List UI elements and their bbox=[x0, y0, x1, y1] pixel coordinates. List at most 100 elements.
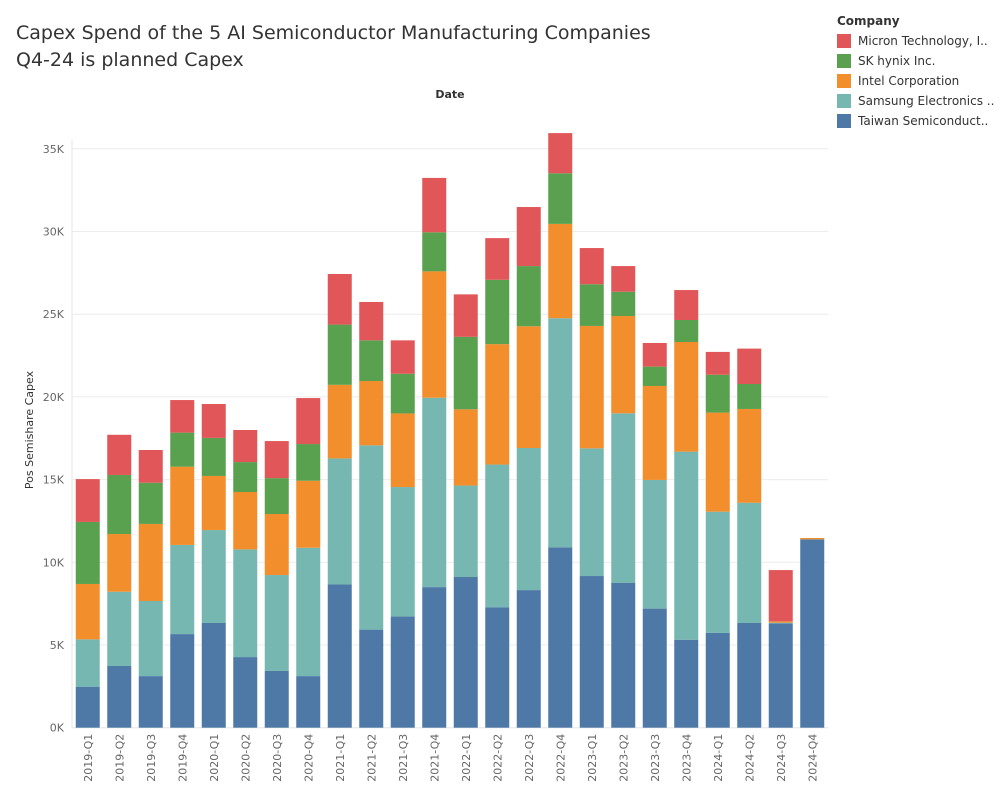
bar-segment-2020-Q3 bbox=[264, 441, 289, 479]
y-tick-label: 20K bbox=[43, 391, 65, 404]
bar-segment-2024-Q2 bbox=[737, 408, 762, 503]
bar-segment-2021-Q4 bbox=[422, 177, 447, 233]
x-axis-title: Date bbox=[435, 88, 464, 101]
x-tick-label: 2020-Q1 bbox=[208, 734, 221, 782]
legend-swatch bbox=[837, 34, 851, 48]
bar-segment-2022-Q3 bbox=[516, 266, 541, 327]
bar-segment-2020-Q2 bbox=[233, 429, 258, 463]
x-tick-label: 2020-Q2 bbox=[239, 734, 252, 782]
bar-segment-2021-Q2 bbox=[359, 301, 384, 341]
bar-segment-2021-Q2 bbox=[359, 445, 384, 630]
bar-segment-2023-Q3 bbox=[642, 342, 667, 367]
x-tick-label: 2023-Q2 bbox=[617, 734, 630, 782]
bar-segment-2020-Q3 bbox=[264, 514, 289, 576]
bar-segment-2021-Q3 bbox=[390, 340, 415, 374]
legend-label: SK hynix Inc. bbox=[858, 54, 936, 68]
bar-segment-2023-Q2 bbox=[611, 316, 636, 414]
bar-segment-2021-Q1 bbox=[327, 384, 352, 459]
y-tick-label: 5K bbox=[50, 639, 65, 652]
bar-segment-2022-Q1 bbox=[453, 336, 478, 410]
bar-segment-2023-Q4 bbox=[674, 639, 699, 728]
bar-segment-2019-Q2 bbox=[107, 474, 132, 535]
x-tick-label: 2024-Q2 bbox=[743, 734, 756, 782]
bar-segment-2024-Q1 bbox=[705, 511, 730, 633]
legend-title: Company bbox=[837, 14, 900, 28]
bar-segment-2024-Q1 bbox=[705, 632, 730, 728]
bar-segment-2020-Q4 bbox=[296, 547, 321, 677]
bar-segment-2020-Q4 bbox=[296, 444, 321, 481]
y-tick-label: 15K bbox=[43, 474, 65, 487]
bar-segment-2024-Q3 bbox=[768, 623, 793, 728]
bar-segment-2019-Q1 bbox=[75, 583, 100, 640]
bar-segment-2019-Q3 bbox=[138, 523, 163, 602]
bar-segment-2019-Q3 bbox=[138, 601, 163, 677]
legend-swatch bbox=[837, 114, 851, 128]
legend-label: Taiwan Semiconduct.. bbox=[858, 114, 989, 128]
bar-segment-2021-Q3 bbox=[390, 373, 415, 414]
bar-segment-2024-Q1 bbox=[705, 412, 730, 512]
legend-label: Micron Technology, I.. bbox=[858, 34, 988, 48]
bar-segment-2021-Q2 bbox=[359, 381, 384, 446]
bar-segment-2019-Q4 bbox=[170, 400, 195, 433]
bar-segment-2023-Q1 bbox=[579, 576, 604, 728]
legend-item[interactable]: SK hynix Inc. bbox=[837, 51, 994, 71]
x-tick-label: 2019-Q2 bbox=[113, 734, 126, 782]
bar-segment-2022-Q2 bbox=[485, 279, 510, 345]
legend-swatch bbox=[837, 94, 851, 108]
bar-segment-2020-Q1 bbox=[201, 530, 226, 624]
legend-swatch bbox=[837, 74, 851, 88]
bar-segment-2019-Q1 bbox=[75, 479, 100, 522]
bar-segment-2020-Q3 bbox=[264, 670, 289, 728]
chart-title-line-1: Capex Spend of the 5 AI Semiconductor Ma… bbox=[16, 22, 651, 44]
legend-item[interactable]: Intel Corporation bbox=[837, 71, 994, 91]
bar-segment-2022-Q1 bbox=[453, 577, 478, 728]
bar-segment-2023-Q2 bbox=[611, 582, 636, 728]
bar-segment-2021-Q1 bbox=[327, 458, 352, 585]
bar-segment-2023-Q3 bbox=[642, 366, 667, 386]
bar-segment-2023-Q2 bbox=[611, 413, 636, 583]
bar-segment-2021-Q3 bbox=[390, 413, 415, 488]
bar-segment-2020-Q2 bbox=[233, 492, 258, 550]
bar-segment-2020-Q2 bbox=[233, 657, 258, 728]
bar-segment-2023-Q1 bbox=[579, 325, 604, 449]
bar-segment-2024-Q2 bbox=[737, 383, 762, 409]
x-tick-label: 2020-Q3 bbox=[271, 734, 284, 782]
legend-item[interactable]: Samsung Electronics .. bbox=[837, 91, 994, 111]
bar-segment-2021-Q2 bbox=[359, 340, 384, 382]
bar-segment-2021-Q4 bbox=[422, 397, 447, 588]
legend: Company Micron Technology, I.. SK hynix I… bbox=[837, 14, 994, 131]
bar-segment-2023-Q3 bbox=[642, 385, 667, 480]
bar-segment-2022-Q3 bbox=[516, 207, 541, 267]
bar-segment-2020-Q4 bbox=[296, 398, 321, 445]
bar-segment-2019-Q2 bbox=[107, 591, 132, 667]
bar-segment-2020-Q4 bbox=[296, 676, 321, 728]
bar-segment-2022-Q1 bbox=[453, 485, 478, 578]
bar-segment-2019-Q2 bbox=[107, 534, 132, 592]
bar-segment-2022-Q4 bbox=[548, 133, 573, 174]
bar-segment-2023-Q3 bbox=[642, 479, 667, 609]
bar-segment-2021-Q2 bbox=[359, 629, 384, 728]
x-tick-label: 2021-Q2 bbox=[365, 734, 378, 782]
bar-segment-2024-Q2 bbox=[737, 623, 762, 728]
x-tick-label: 2022-Q2 bbox=[491, 734, 504, 782]
bar-segment-2019-Q2 bbox=[107, 666, 132, 728]
bar-segment-2023-Q1 bbox=[579, 248, 604, 285]
x-tick-label: 2022-Q1 bbox=[460, 734, 473, 782]
y-tick-label: 10K bbox=[43, 556, 65, 569]
bar-segment-2020-Q2 bbox=[233, 549, 258, 658]
bar-segment-2024-Q3 bbox=[768, 622, 793, 624]
legend-swatch bbox=[837, 54, 851, 68]
x-tick-label: 2023-Q1 bbox=[586, 734, 599, 782]
bar-segment-2021-Q1 bbox=[327, 584, 352, 728]
bar-segment-2021-Q4 bbox=[422, 587, 447, 728]
x-tick-label: 2019-Q3 bbox=[145, 734, 158, 782]
bar-segment-2019-Q3 bbox=[138, 676, 163, 728]
bar-segment-2020-Q1 bbox=[201, 623, 226, 728]
bar-segment-2023-Q4 bbox=[674, 341, 699, 452]
bar-segment-2020-Q1 bbox=[201, 437, 226, 476]
y-axis-title: Pos Semishare Capex bbox=[23, 370, 36, 489]
legend-item[interactable]: Taiwan Semiconduct.. bbox=[837, 111, 994, 131]
bar-segment-2021-Q3 bbox=[390, 487, 415, 617]
legend-item[interactable]: Micron Technology, I.. bbox=[837, 31, 994, 51]
